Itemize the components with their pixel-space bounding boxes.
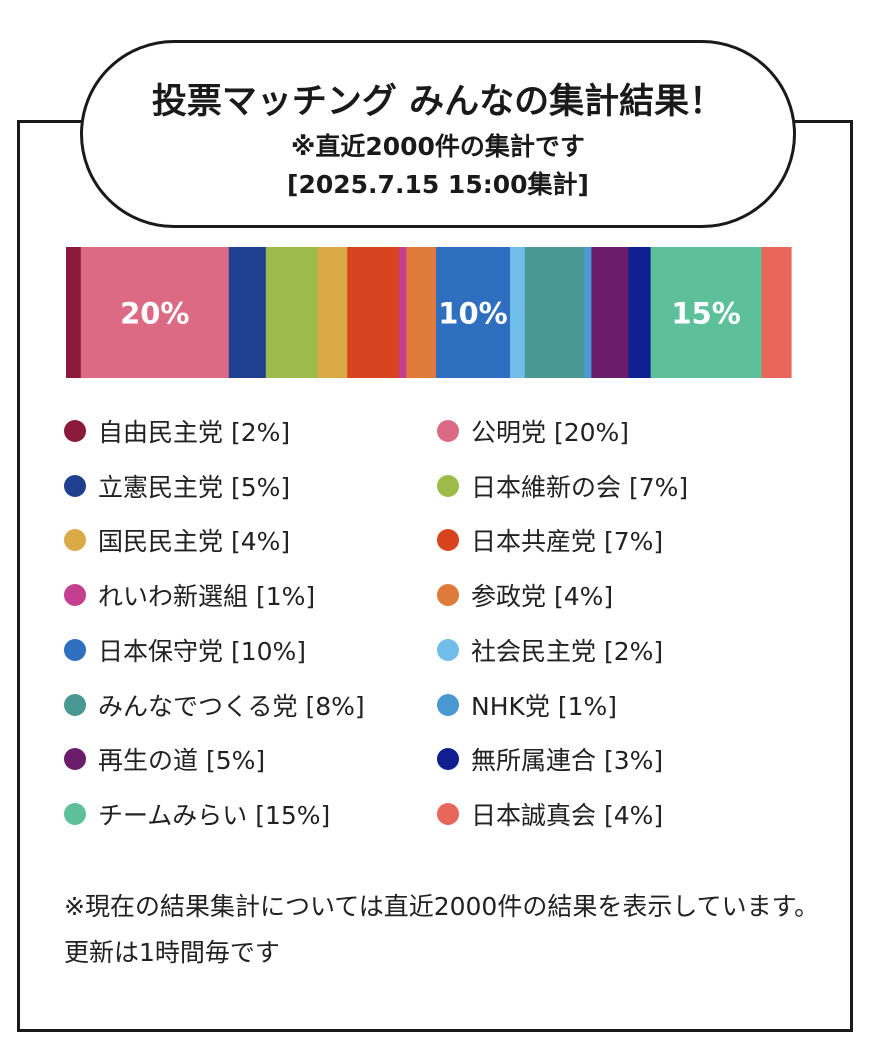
stacked-bar-chart: 20% 10% 15% (66, 247, 792, 378)
bar-segment (591, 247, 629, 378)
bar-segment (347, 247, 400, 378)
bar-segment (584, 247, 592, 378)
bar-segment (524, 247, 585, 378)
bar-segment (510, 247, 526, 378)
bar-segment (317, 247, 348, 378)
bar-data-label: 20% (120, 297, 189, 331)
page-subtitle: ※直近2000件の集計です (291, 132, 585, 161)
bar-segment (650, 247, 762, 378)
bar-segment (761, 247, 792, 378)
bar-segment (399, 247, 407, 378)
bar-segment (628, 247, 651, 378)
bar-data-label: 15% (671, 297, 740, 331)
bar-segment (228, 247, 267, 378)
bar-segment (265, 247, 318, 378)
page-title: 投票マッチング みんなの集計結果！ (151, 82, 725, 122)
bar-segment (66, 247, 82, 378)
footnote: ※現在の結果集計については直近2000件の結果を表示しています。更新は1時間毎で… (64, 892, 820, 967)
bar-segment (436, 247, 511, 378)
bar-segment (80, 247, 230, 378)
bar-segment (406, 247, 437, 378)
title-pill: 投票マッチング みんなの集計結果！ ※直近2000件の集計です [2025.7.… (80, 40, 796, 228)
aggregation-date: [2025.7.15 15:00集計] (287, 170, 589, 199)
bar-data-label: 10% (438, 297, 507, 331)
